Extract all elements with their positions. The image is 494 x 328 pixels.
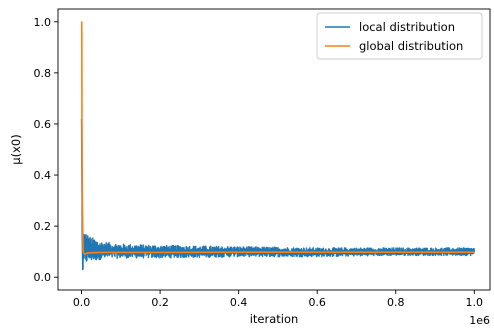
legend-label-local: local distribution (359, 20, 455, 34)
series-line-global-distribution (80, 20, 475, 256)
x-axis-scale-label: 1e6 (469, 314, 490, 327)
y-tick-label: 1.0 (34, 16, 52, 29)
y-tick-label: 0.4 (34, 169, 52, 182)
x-tick-label: 0.4 (230, 296, 248, 309)
series-line-local-distribution (80, 118, 475, 271)
y-axis-ticks: 0.0 0.2 0.4 0.6 0.8 1.0 (34, 16, 58, 284)
y-tick-label: 0.2 (34, 220, 52, 233)
x-tick-label: 1.0 (466, 296, 484, 309)
x-tick-label: 0.0 (73, 296, 91, 309)
x-axis-label: iteration (250, 312, 299, 326)
x-tick-label: 0.6 (308, 296, 326, 309)
series-layer (80, 20, 475, 271)
legend: local distribution global distribution (316, 12, 483, 60)
y-tick-label: 0.0 (34, 271, 52, 284)
legend-label-global: global distribution (359, 39, 463, 53)
y-tick-label: 0.8 (34, 67, 52, 80)
y-tick-label: 0.6 (34, 118, 52, 131)
x-tick-label: 0.8 (387, 296, 405, 309)
x-axis-ticks: 0.0 0.2 0.4 0.6 0.8 1.0 (73, 290, 483, 309)
x-tick-label: 0.2 (151, 296, 169, 309)
axes-frame (57, 8, 491, 291)
y-axis-label: μ(x0) (9, 134, 23, 164)
legend-box (316, 12, 483, 60)
